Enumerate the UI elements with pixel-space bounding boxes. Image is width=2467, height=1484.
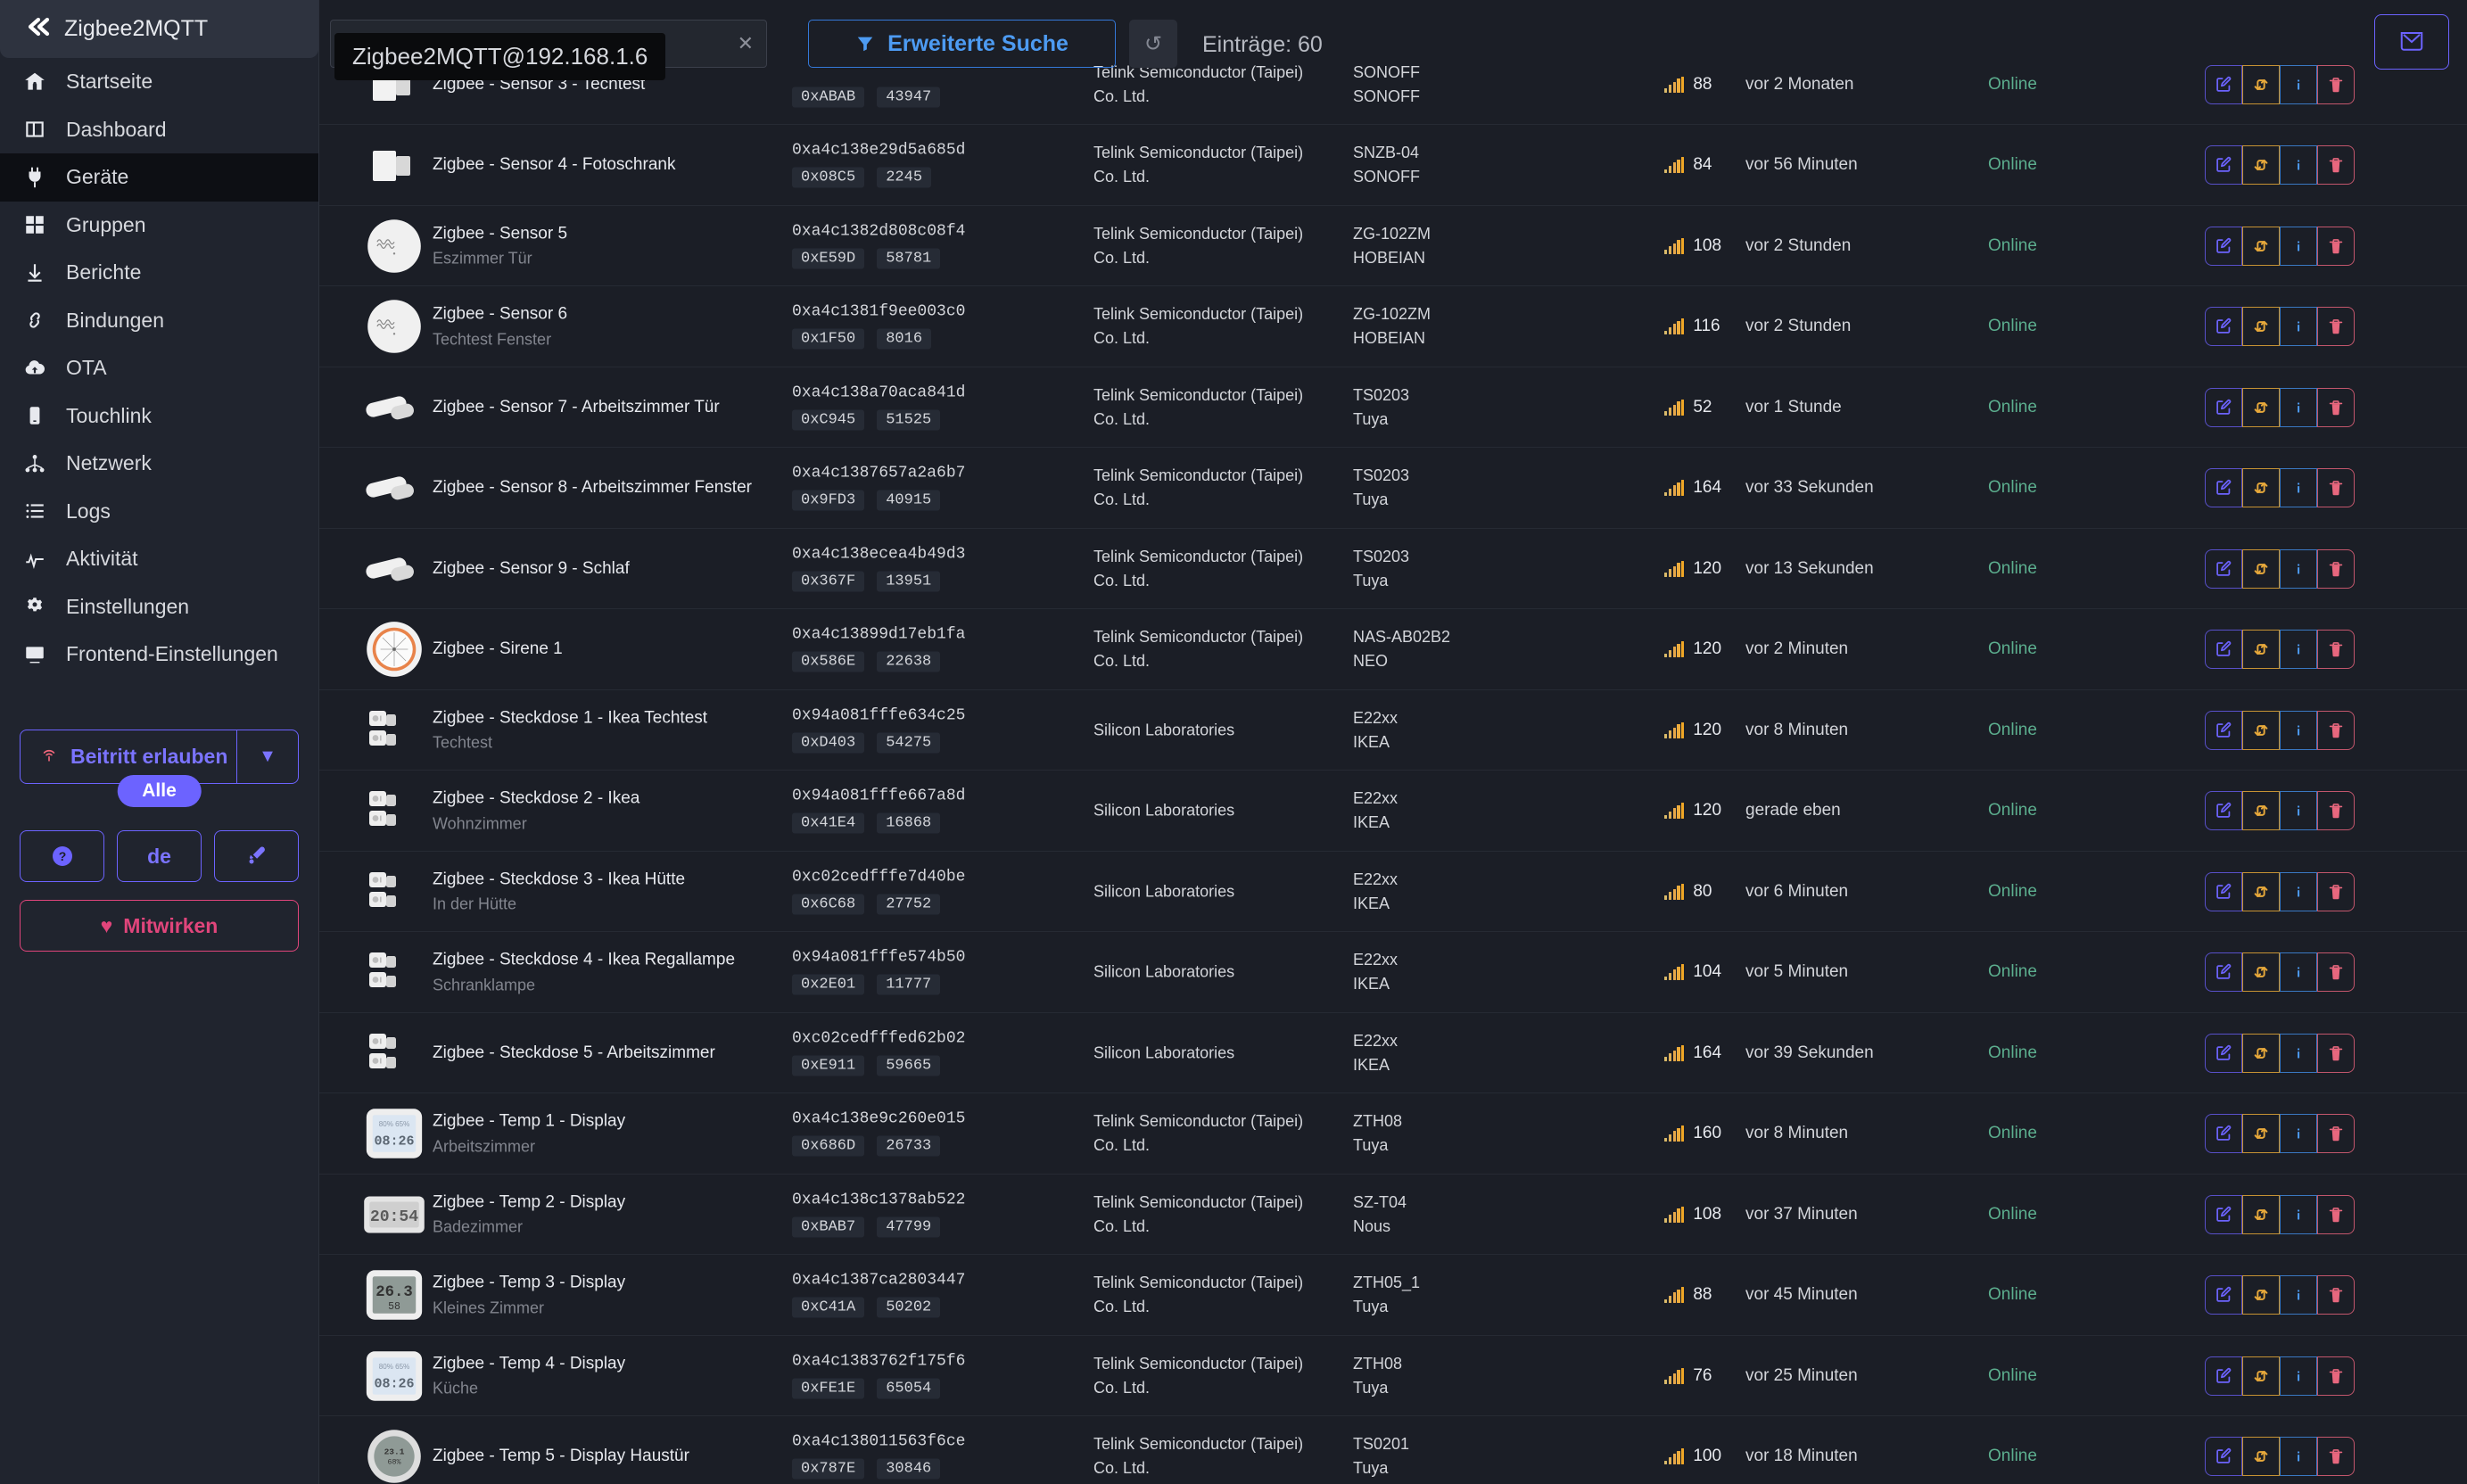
- svg-text:?: ?: [58, 849, 66, 863]
- svg-text:58: 58: [388, 1301, 400, 1313]
- svg-text:80% 65%: 80% 65%: [379, 1120, 410, 1128]
- svg-text:23.1: 23.1: [384, 1447, 405, 1457]
- svg-text:68%: 68%: [388, 1457, 401, 1466]
- svg-text:08:26: 08:26: [374, 1134, 414, 1150]
- svg-text:80% 65%: 80% 65%: [379, 1362, 410, 1370]
- svg-text:08:26: 08:26: [374, 1376, 414, 1391]
- svg-text:26.3: 26.3: [375, 1284, 413, 1301]
- svg-text:20:54: 20:54: [370, 1208, 418, 1226]
